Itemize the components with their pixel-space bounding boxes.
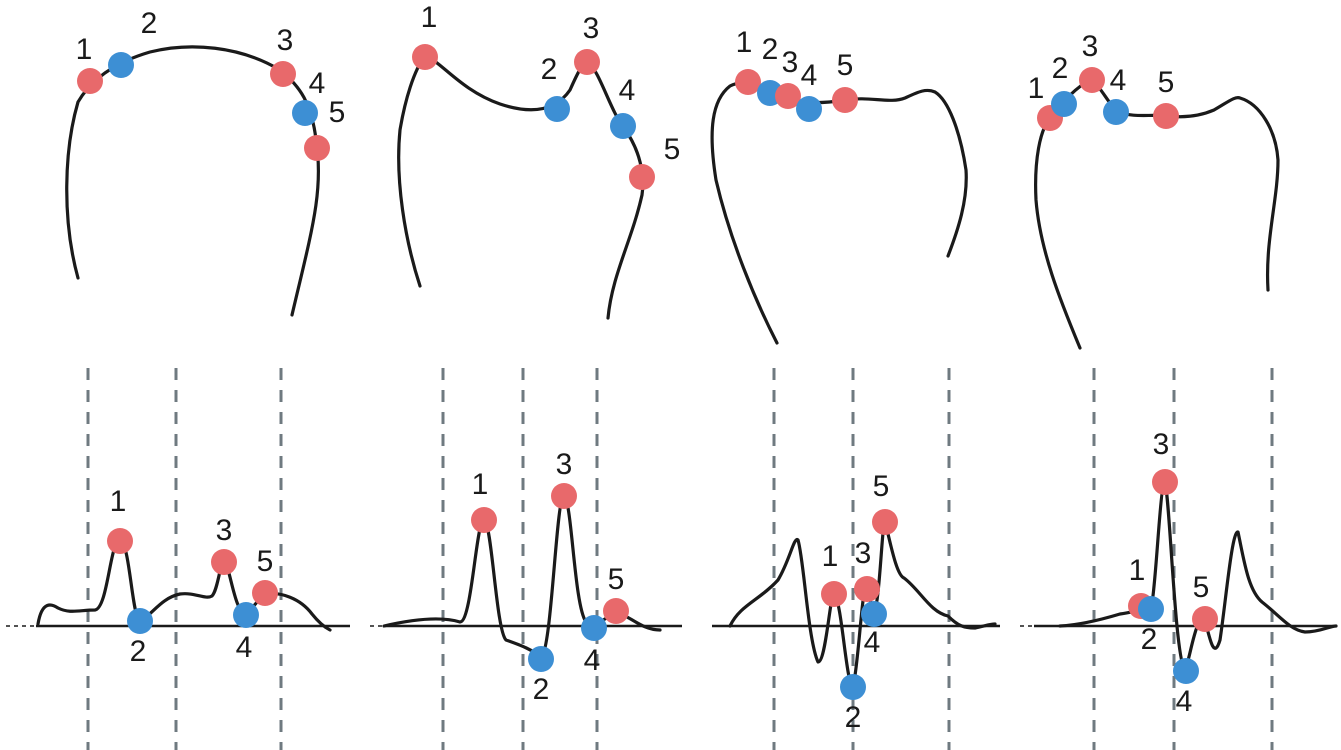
outline-marker-label: 3 <box>277 24 294 57</box>
outline-curve-3 <box>710 81 968 345</box>
outline-curve-2 <box>397 54 645 320</box>
outline-marker-label: 2 <box>541 53 558 86</box>
signal-marker-label: 3 <box>1153 428 1170 461</box>
signal-maximum-marker <box>252 580 278 606</box>
outline-maximum-marker <box>77 68 103 94</box>
signal-curve-1 <box>36 538 332 632</box>
signal-marker-label: 5 <box>257 545 274 578</box>
signal-minimum-marker <box>840 674 866 700</box>
signal-minimum-marker <box>581 615 607 641</box>
outline-marker-label: 5 <box>837 49 854 82</box>
outline-minimum-marker <box>108 52 134 78</box>
signal-guides-1 <box>86 368 283 750</box>
signal-maximum-marker <box>211 549 237 575</box>
panel-3 <box>710 81 1000 750</box>
signal-minimum-marker <box>1173 658 1199 684</box>
signal-marker-label: 2 <box>845 701 862 734</box>
signal-maximum-marker <box>872 509 898 535</box>
signal-minimum-marker <box>528 646 554 672</box>
panel-2 <box>370 54 682 750</box>
outline-minimum-marker <box>1051 91 1077 117</box>
outline-minimum-marker <box>1103 99 1129 125</box>
outline-marker-label: 2 <box>141 7 158 40</box>
outline-minimum-marker <box>544 96 570 122</box>
signal-minimum-marker <box>861 601 887 627</box>
signal-marker-label: 2 <box>533 673 550 706</box>
outline-maximum-marker <box>775 83 801 109</box>
signal-marker-label: 1 <box>110 485 127 518</box>
signal-marker-label: 4 <box>1176 685 1193 718</box>
outline-marker-label: 1 <box>736 26 753 59</box>
outline-maximum-marker <box>270 61 296 87</box>
signal-marker-label: 2 <box>130 635 147 668</box>
outline-maximum-marker <box>735 69 761 95</box>
signal-minimum-marker <box>127 608 153 634</box>
signal-maximum-marker <box>1152 469 1178 495</box>
outline-maximum-marker <box>629 164 655 190</box>
outline-marker-label: 2 <box>762 33 779 66</box>
outline-marker-label: 1 <box>76 33 93 66</box>
signal-maximum-marker <box>471 507 497 533</box>
outline-marker-label: 2 <box>1052 52 1069 85</box>
outline-curve-1 <box>65 45 321 317</box>
outline-marker-label: 5 <box>1158 66 1175 99</box>
outline-marker-label: 3 <box>1082 30 1099 63</box>
signal-marker-label: 3 <box>556 448 573 481</box>
signal-maximum-marker <box>821 581 847 607</box>
signal-minimum-marker <box>1138 596 1164 622</box>
outline-marker-label: 4 <box>801 59 818 92</box>
signal-marker-label: 4 <box>864 626 881 659</box>
signal-marker-label: 4 <box>236 631 253 664</box>
outline-marker-label: 1 <box>421 1 438 34</box>
signal-marker-label: 3 <box>855 537 872 570</box>
signal-marker-label: 1 <box>822 540 839 573</box>
signal-marker-label: 3 <box>216 514 233 547</box>
outline-marker-label: 4 <box>1110 64 1127 97</box>
signal-maximum-marker <box>603 598 629 624</box>
outline-maximum-marker <box>1153 103 1179 129</box>
outline-minimum-marker <box>292 100 318 126</box>
signal-guides-4 <box>1092 368 1274 750</box>
signal-maximum-marker <box>854 576 880 602</box>
signal-marker-label: 5 <box>608 563 625 596</box>
outline-minimum-marker <box>610 113 636 139</box>
signal-minimum-marker <box>233 602 259 628</box>
signal-marker-label: 2 <box>1141 623 1158 656</box>
outline-marker-label: 3 <box>782 46 799 79</box>
signal-maximum-marker <box>107 528 133 554</box>
outline-maximum-marker <box>574 49 600 75</box>
signal-marker-label: 1 <box>472 468 489 501</box>
outline-maximum-marker <box>412 44 438 70</box>
outline-maximum-marker <box>1079 67 1105 93</box>
outline-marker-label: 5 <box>664 133 681 166</box>
outline-curve-4 <box>1034 78 1280 350</box>
outline-marker-label: 3 <box>583 12 600 45</box>
signal-marker-label: 1 <box>1129 554 1146 587</box>
panel-1 <box>6 45 350 750</box>
outline-marker-label: 4 <box>619 74 636 107</box>
outline-marker-label: 4 <box>309 67 326 100</box>
signal-maximum-marker <box>1192 606 1218 632</box>
outline-maximum-marker <box>832 87 858 113</box>
outline-marker-label: 1 <box>1028 72 1045 105</box>
signal-guides-2 <box>441 368 599 750</box>
signal-marker-label: 4 <box>584 644 601 677</box>
outline-maximum-marker <box>304 135 330 161</box>
panel-4 <box>1020 78 1338 750</box>
signal-marker-label: 5 <box>873 470 890 503</box>
signal-maximum-marker <box>551 483 577 509</box>
outline-minimum-marker <box>796 96 822 122</box>
outline-marker-label: 5 <box>329 96 346 129</box>
signal-marker-label: 5 <box>1193 571 1210 604</box>
